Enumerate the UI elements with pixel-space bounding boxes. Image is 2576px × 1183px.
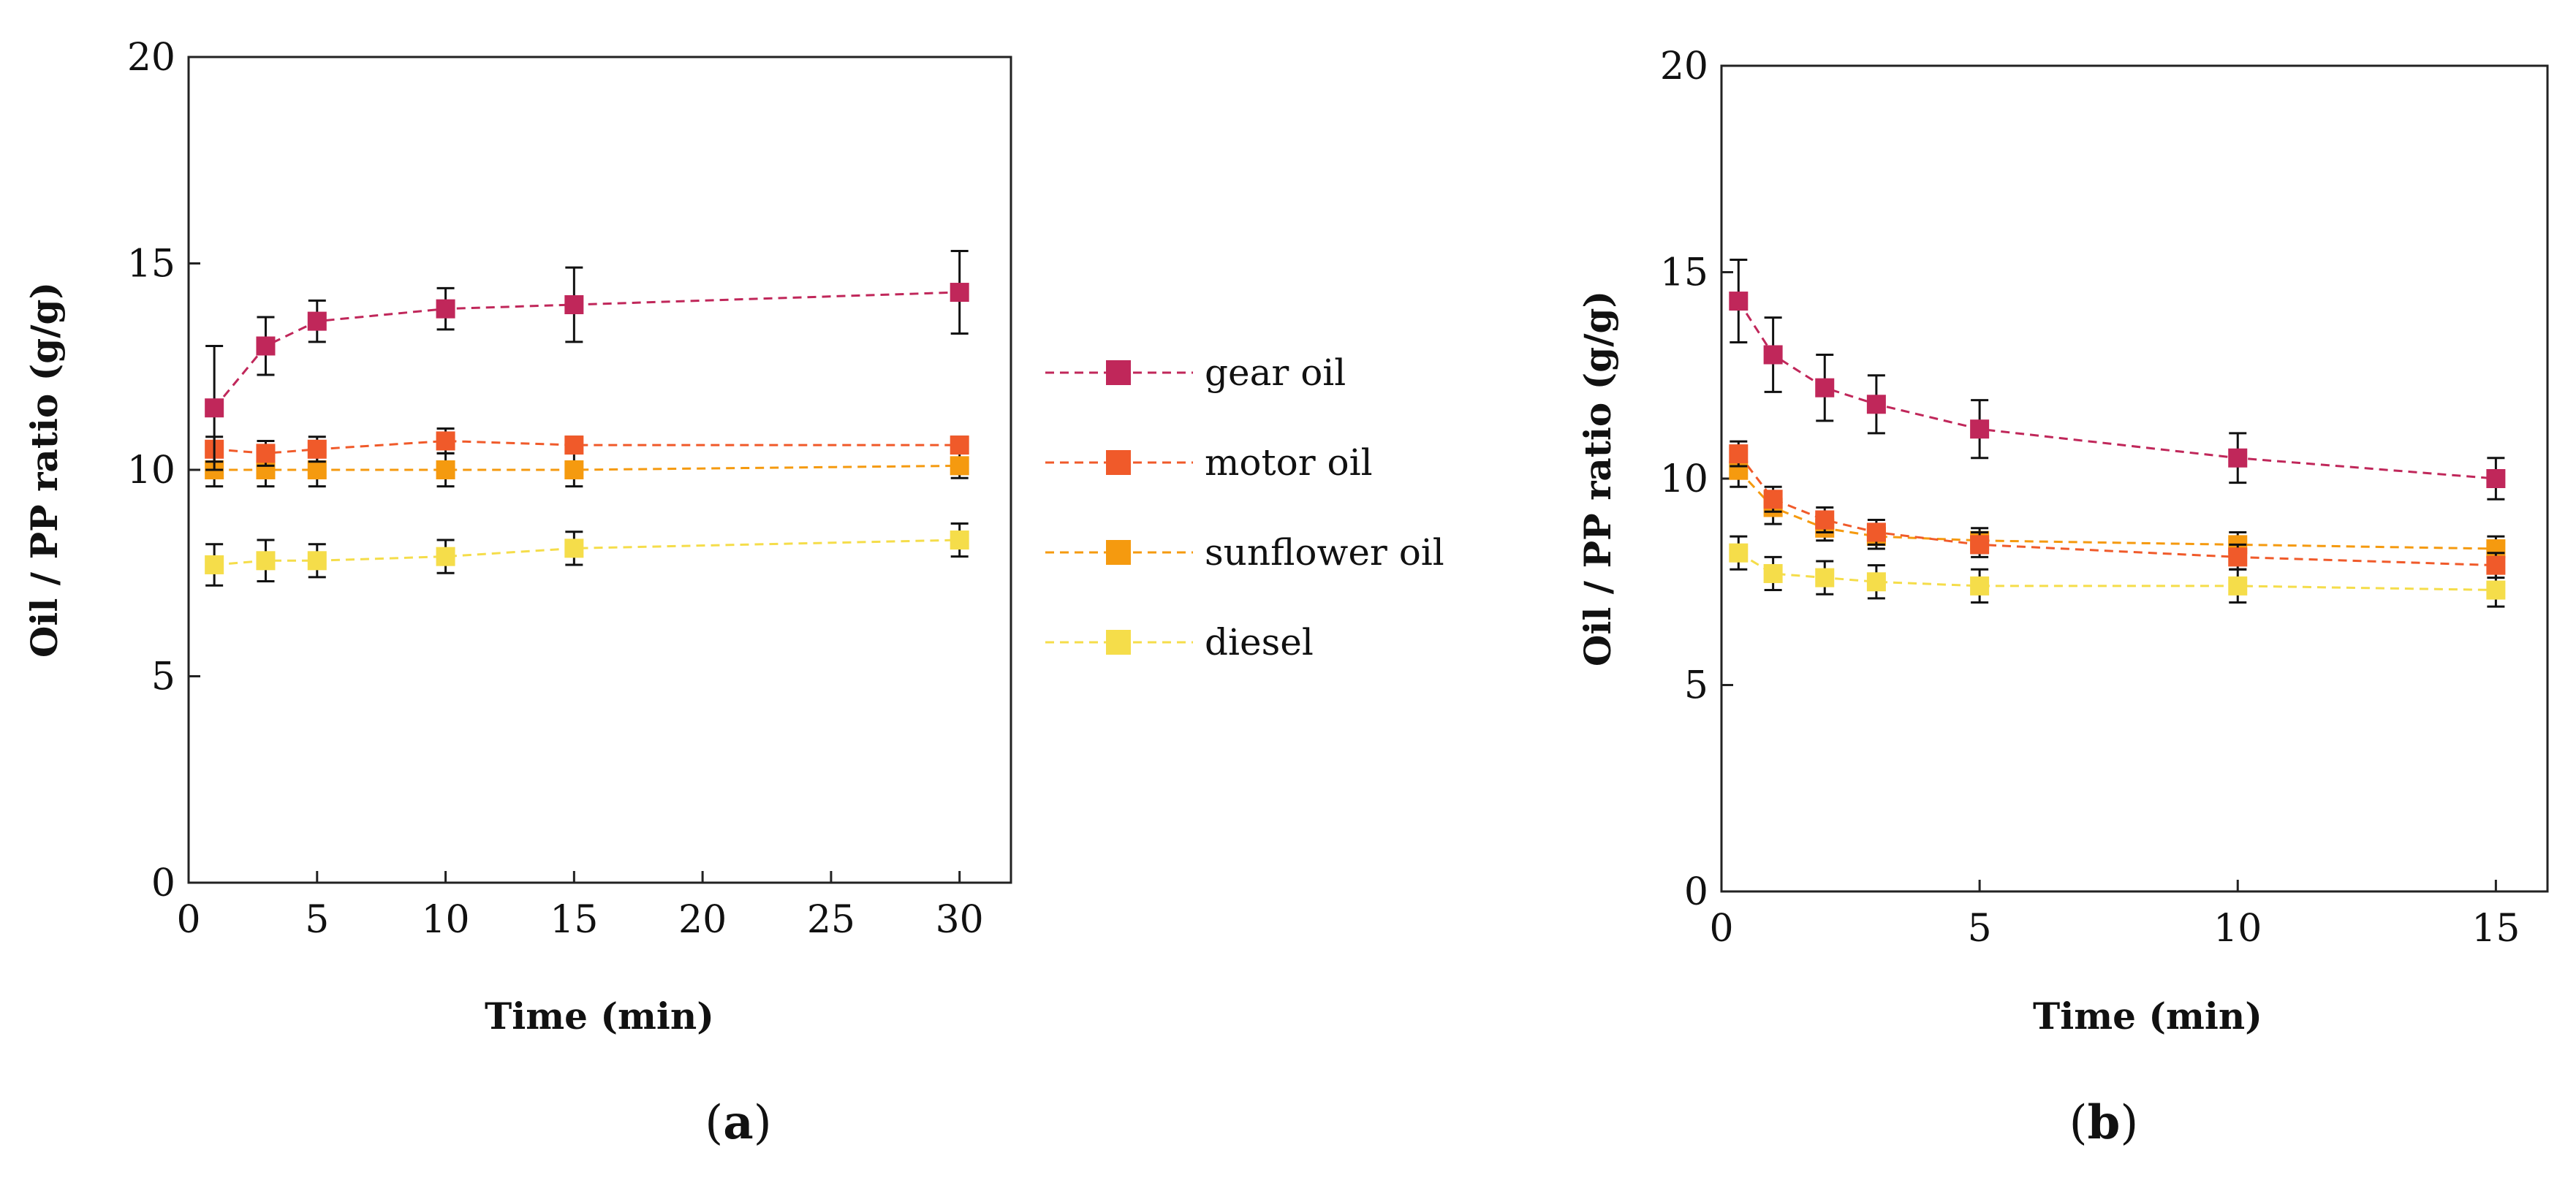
- data-point-motor-oil: [2486, 555, 2506, 575]
- data-point-diesel: [1970, 576, 1990, 596]
- x-tick-label: 15: [550, 898, 598, 942]
- y-axis-label-a: Oil / PP ratio (g/g): [23, 282, 66, 658]
- legend: gear oil motor oil sunflower oil diesel: [1045, 351, 1444, 663]
- legend-label: diesel: [1205, 621, 1314, 663]
- chart-panel-b: 0 5 10 15 20 0 5 10 15 Time (min) Oil / PP ratio…: [1576, 45, 2549, 1150]
- series-line-motor-oil: [214, 439, 960, 454]
- axis-ticks-b: 0 5 10 15 20 0 5 10 15: [1660, 45, 2520, 951]
- x-tick-label: 0: [176, 898, 200, 942]
- axis-ticks-a: 0 5 10 15 20 0 5 10 15 20 25 30: [127, 36, 984, 942]
- y-tick-label: 0: [151, 861, 175, 905]
- data-point-diesel: [1866, 572, 1886, 592]
- data-point-gear-oil: [1815, 378, 1835, 397]
- data-point-motor-oil: [564, 435, 584, 455]
- data-point-sunflower-oil: [950, 456, 969, 476]
- data-point-diesel: [256, 551, 276, 571]
- series-line-diesel: [1738, 552, 2496, 591]
- y-tick-label: 0: [1684, 870, 1708, 914]
- y-tick-label: 20: [127, 36, 175, 80]
- series-line-gear-oil: [213, 291, 960, 409]
- data-point-gear-oil: [950, 283, 969, 303]
- panel-label-b: (b): [2069, 1095, 2139, 1150]
- data-point-gear-oil: [1763, 345, 1783, 365]
- y-axis-label-b: Oil / PP ratio (g/g): [1576, 291, 1619, 666]
- y-tick-label: 15: [1660, 251, 1708, 295]
- series-line-sunflower-oil: [214, 464, 960, 471]
- chart-panel-a: 0 5 10 15 20 0 5 10 15 20 25 30 Time (min) Oil / PP…: [23, 36, 1012, 1150]
- y-tick-label: 5: [1684, 664, 1708, 708]
- series-line-gear-oil: [1738, 300, 2496, 480]
- x-tick-label: 10: [2213, 907, 2262, 951]
- x-tick-label: 5: [305, 898, 329, 942]
- data-point-sunflower-oil: [307, 460, 327, 479]
- x-tick-label: 15: [2471, 907, 2520, 951]
- data-point-diesel: [1763, 563, 1783, 583]
- x-tick-label: 30: [936, 898, 984, 942]
- y-tick-label: 10: [1660, 457, 1708, 501]
- data-point-gear-oil: [2486, 469, 2506, 488]
- legend-marker: [1106, 450, 1131, 475]
- data-point-motor-oil: [1763, 490, 1783, 509]
- data-point-gear-oil: [1729, 292, 1749, 311]
- x-tick-label: 5: [1968, 907, 1992, 951]
- data-point-motor-oil: [256, 444, 276, 463]
- legend-marker: [1106, 630, 1131, 655]
- data-point-gear-oil: [205, 398, 224, 418]
- data-point-motor-oil: [1815, 510, 1835, 530]
- y-tick-label: 15: [127, 243, 175, 286]
- data-point-motor-oil: [1729, 444, 1749, 464]
- x-axis-label-a: Time (min): [485, 994, 714, 1038]
- data-point-diesel: [307, 551, 327, 571]
- data-point-diesel: [205, 555, 224, 574]
- y-tick-label: 10: [127, 449, 175, 492]
- data-point-motor-oil: [436, 431, 455, 451]
- data-point-sunflower-oil: [436, 460, 455, 479]
- data-marks-a: [205, 250, 969, 587]
- legend-label: gear oil: [1205, 351, 1346, 394]
- data-point-diesel: [436, 547, 455, 566]
- x-tick-label: 25: [807, 898, 855, 942]
- x-tick-label: 0: [1709, 907, 1733, 951]
- data-point-motor-oil: [950, 435, 969, 455]
- plot-frame-b: [1720, 64, 2549, 893]
- data-point-gear-oil: [256, 336, 276, 356]
- data-point-sunflower-oil: [564, 460, 584, 479]
- data-point-gear-oil: [2228, 448, 2248, 468]
- series-line-sunflower-oil: [1738, 469, 2496, 550]
- legend-label: motor oil: [1205, 441, 1373, 484]
- data-point-motor-oil: [1970, 535, 1990, 555]
- data-marks-b: [1729, 259, 2506, 608]
- data-point-gear-oil: [436, 299, 455, 319]
- data-point-gear-oil: [307, 311, 327, 331]
- data-point-diesel: [2228, 576, 2248, 596]
- data-point-motor-oil: [307, 439, 327, 459]
- data-point-diesel: [950, 530, 969, 550]
- legend-marker: [1106, 540, 1131, 565]
- data-point-diesel: [2486, 580, 2506, 600]
- series-line-diesel: [214, 539, 960, 566]
- data-point-motor-oil: [2228, 547, 2248, 567]
- data-point-diesel: [1729, 543, 1749, 563]
- legend-marker: [1106, 360, 1131, 385]
- y-tick-label: 20: [1660, 45, 1708, 88]
- data-point-motor-oil: [1866, 522, 1886, 542]
- data-point-gear-oil: [564, 295, 584, 314]
- x-axis-label-b: Time (min): [2033, 994, 2262, 1038]
- data-point-diesel: [1815, 568, 1835, 587]
- legend-label: sunflower oil: [1205, 531, 1444, 574]
- data-point-diesel: [564, 539, 584, 558]
- data-point-gear-oil: [1970, 419, 1990, 439]
- y-tick-label: 5: [151, 655, 175, 699]
- panel-label-a: (a): [705, 1095, 771, 1150]
- x-tick-label: 10: [421, 898, 469, 942]
- x-tick-label: 20: [678, 898, 727, 942]
- data-point-gear-oil: [1866, 395, 1886, 414]
